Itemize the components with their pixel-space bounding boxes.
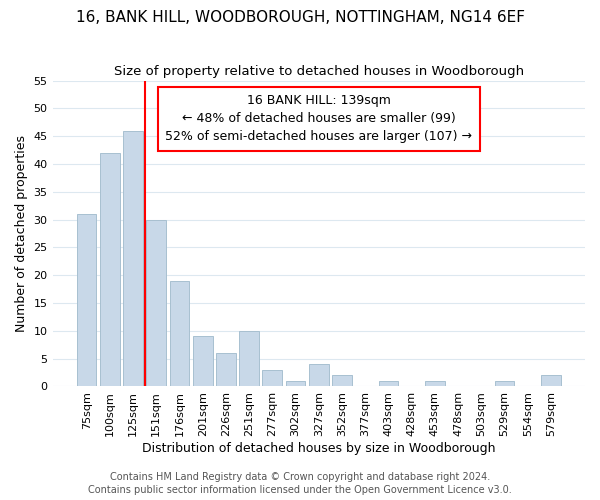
Bar xyxy=(123,130,143,386)
Title: Size of property relative to detached houses in Woodborough: Size of property relative to detached ho… xyxy=(114,65,524,78)
Bar xyxy=(425,381,445,386)
Bar xyxy=(146,220,166,386)
Bar xyxy=(494,381,514,386)
Bar xyxy=(541,376,561,386)
Y-axis label: Number of detached properties: Number of detached properties xyxy=(15,135,28,332)
Bar xyxy=(309,364,329,386)
X-axis label: Distribution of detached houses by size in Woodborough: Distribution of detached houses by size … xyxy=(142,442,496,455)
Bar xyxy=(286,381,305,386)
Text: Contains HM Land Registry data © Crown copyright and database right 2024.
Contai: Contains HM Land Registry data © Crown c… xyxy=(88,472,512,495)
Text: 16, BANK HILL, WOODBOROUGH, NOTTINGHAM, NG14 6EF: 16, BANK HILL, WOODBOROUGH, NOTTINGHAM, … xyxy=(76,10,524,25)
Bar xyxy=(262,370,282,386)
Text: 16 BANK HILL: 139sqm
← 48% of detached houses are smaller (99)
52% of semi-detac: 16 BANK HILL: 139sqm ← 48% of detached h… xyxy=(165,94,472,144)
Bar xyxy=(170,281,190,386)
Bar xyxy=(379,381,398,386)
Bar xyxy=(216,353,236,386)
Bar xyxy=(193,336,212,386)
Bar xyxy=(239,331,259,386)
Bar xyxy=(100,153,119,386)
Bar xyxy=(77,214,97,386)
Bar xyxy=(332,376,352,386)
